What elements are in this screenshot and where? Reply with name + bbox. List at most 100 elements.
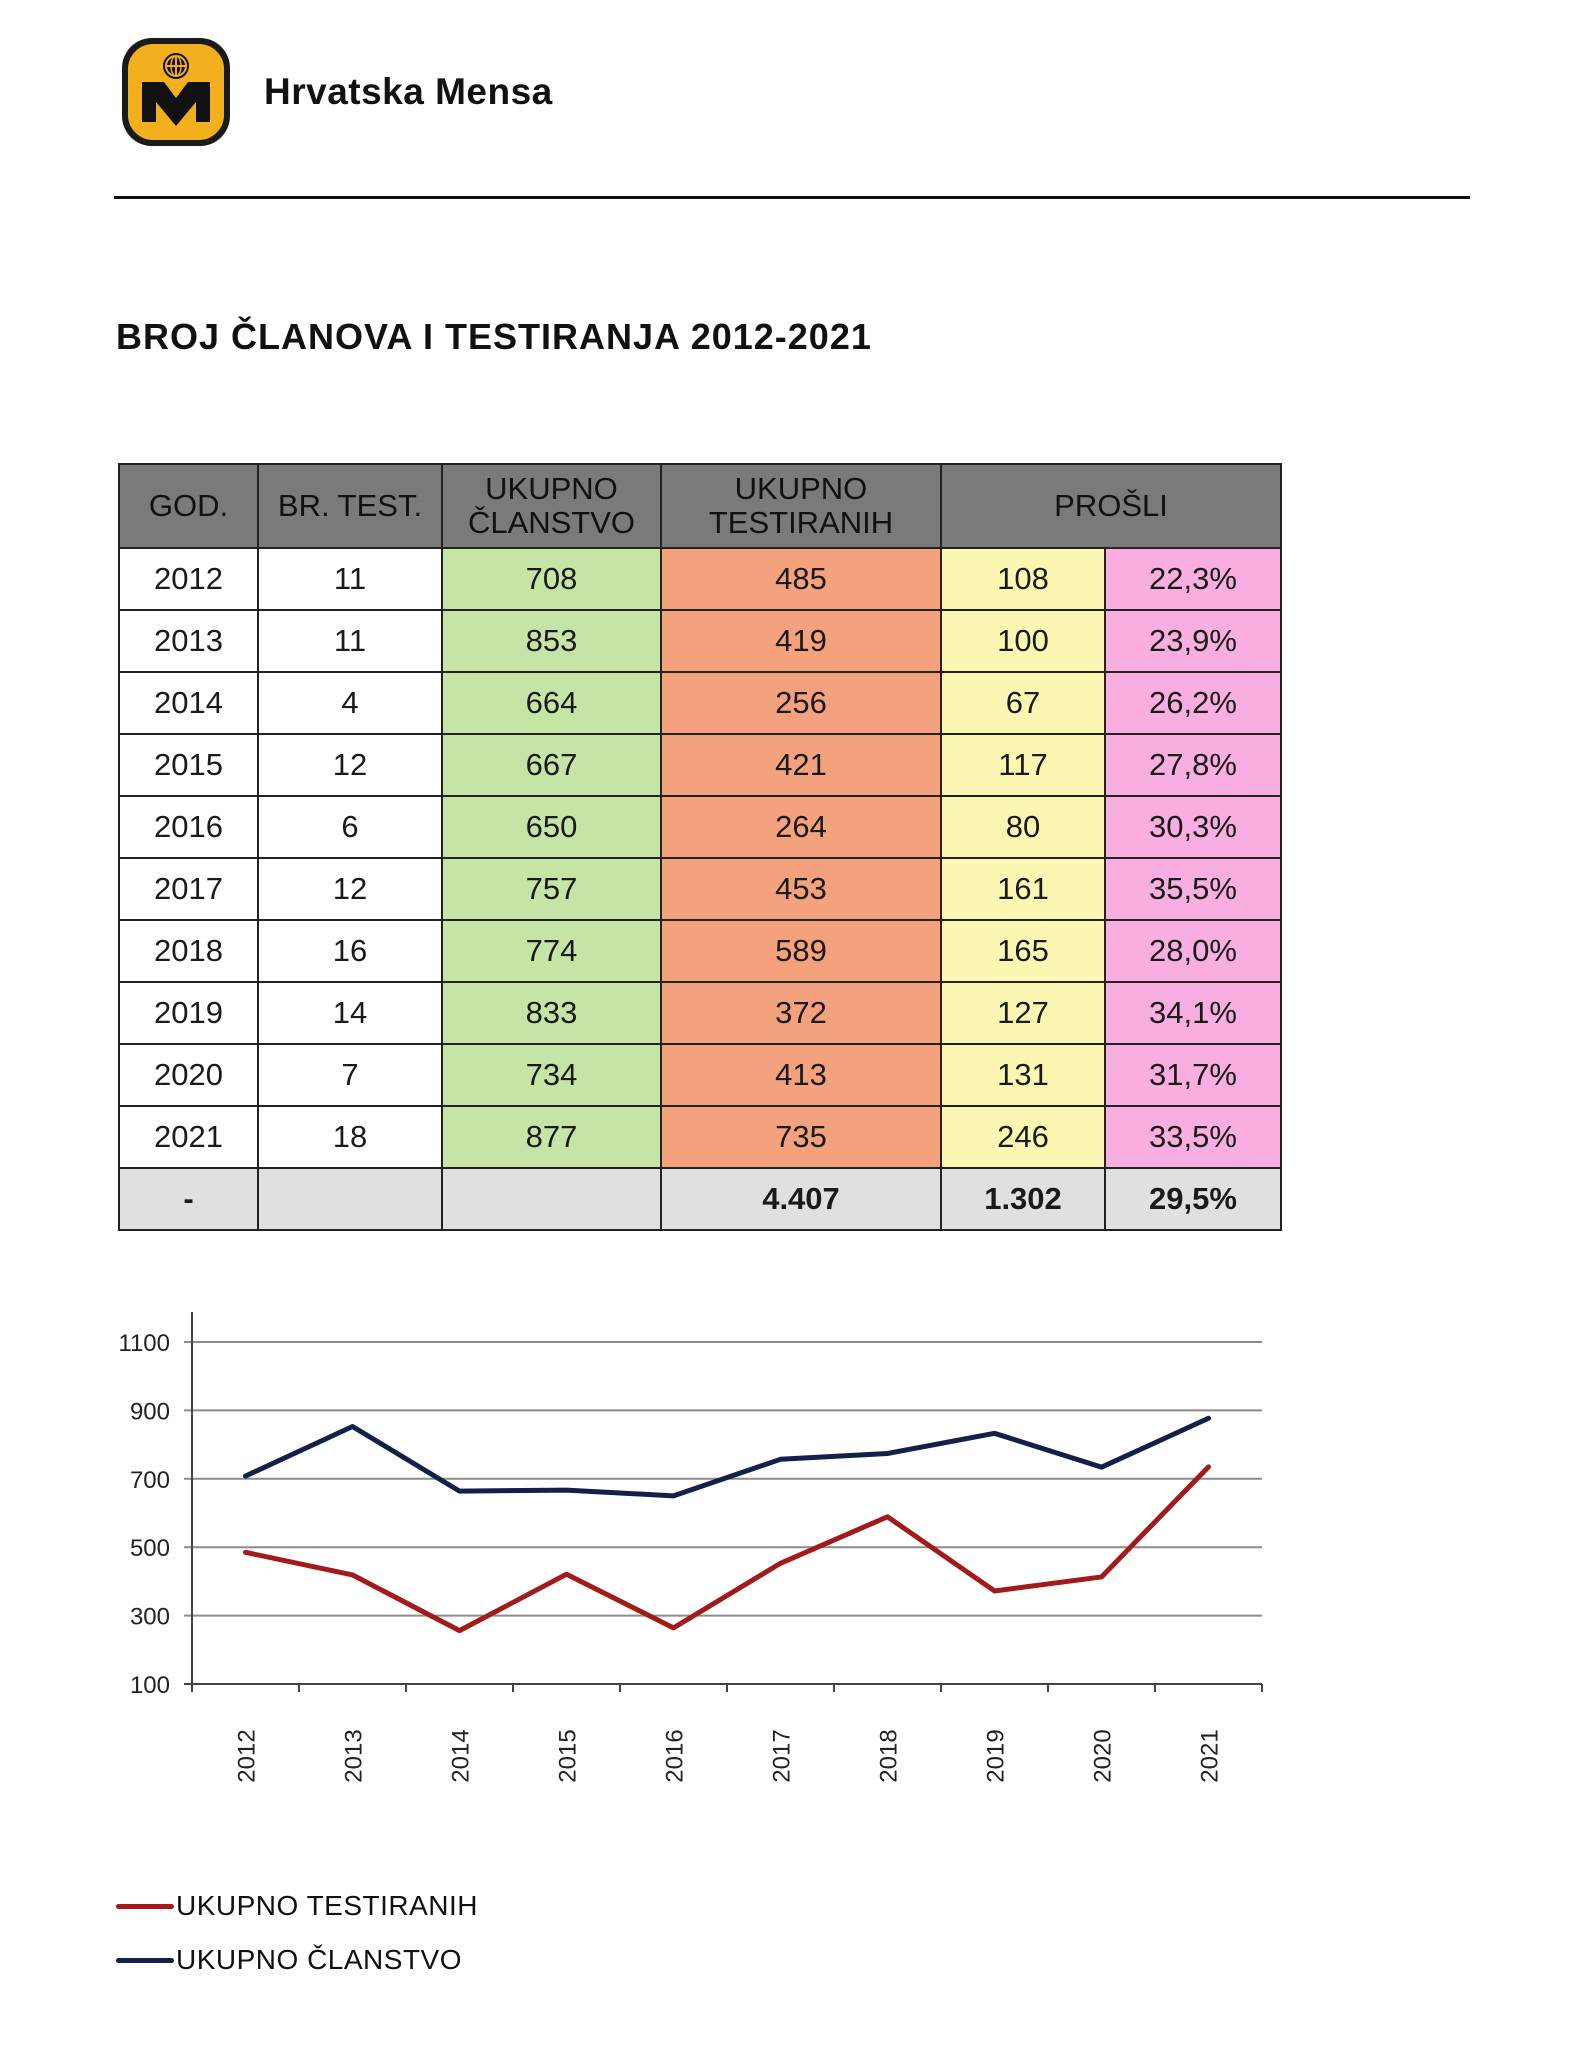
- x-tick-label: 2013: [341, 1729, 368, 1782]
- cell-tests: 7: [257, 1043, 443, 1107]
- x-tick-label: 2014: [448, 1729, 475, 1782]
- cell-tested: 372: [660, 981, 942, 1045]
- cell-members: 757: [441, 857, 662, 921]
- cell-passed: 108: [940, 547, 1106, 611]
- cell-tests: 16: [257, 919, 443, 983]
- cell-year: 2017: [118, 857, 259, 921]
- cell-passed: 1.302: [940, 1167, 1106, 1231]
- table-header-row: GOD. BR. TEST. UKUPNO ČLANSTVO UKUPNO TEST…: [118, 463, 1282, 549]
- x-tick-label: 2020: [1090, 1729, 1117, 1782]
- cell-passed: 131: [940, 1043, 1106, 1107]
- cell-pct: 34,1%: [1104, 981, 1282, 1045]
- cell-members: 667: [441, 733, 662, 797]
- header-year: GOD.: [118, 463, 259, 549]
- cell-tested: 485: [660, 547, 942, 611]
- cell-pct: 33,5%: [1104, 1105, 1282, 1169]
- cell-tested: 256: [660, 671, 942, 735]
- cell-members: 833: [441, 981, 662, 1045]
- cell-members: [441, 1167, 662, 1231]
- cell-passed: 165: [940, 919, 1106, 983]
- cell-members: 664: [441, 671, 662, 735]
- x-tick-label: 2018: [876, 1729, 903, 1782]
- x-tick-label: 2015: [555, 1729, 582, 1782]
- cell-passed: 100: [940, 609, 1106, 673]
- table-row: 2017 12 757 453 161 35,5%: [118, 857, 1282, 921]
- chart-legend: UKUPNO TESTIRANIH UKUPNO ČLANSTVO: [116, 1886, 478, 1980]
- legend-label-members: UKUPNO ČLANSTVO: [176, 1944, 462, 1975]
- header-tested: UKUPNO TESTIRANIH: [660, 463, 942, 549]
- header-members: UKUPNO ČLANSTVO: [441, 463, 662, 549]
- cell-year: 2019: [118, 981, 259, 1045]
- table-row: 2015 12 667 421 117 27,8%: [118, 733, 1282, 797]
- cell-members: 650: [441, 795, 662, 859]
- cell-tested: 413: [660, 1043, 942, 1107]
- cell-tests: 12: [257, 857, 443, 921]
- cell-year: 2018: [118, 919, 259, 983]
- cell-passed: 246: [940, 1105, 1106, 1169]
- cell-pct: 27,8%: [1104, 733, 1282, 797]
- stats-table: GOD. BR. TEST. UKUPNO ČLANSTVO UKUPNO TEST…: [118, 463, 1282, 1231]
- cell-members: 734: [441, 1043, 662, 1107]
- table-row: 2013 11 853 419 100 23,9%: [118, 609, 1282, 673]
- table-row: 2019 14 833 372 127 34,1%: [118, 981, 1282, 1045]
- table-row: 2016 6 650 264 80 30,3%: [118, 795, 1282, 859]
- legend-swatch-tested: [116, 1903, 174, 1909]
- cell-year: 2012: [118, 547, 259, 611]
- cell-tests: 12: [257, 733, 443, 797]
- cell-year: -: [118, 1167, 259, 1231]
- cell-year: 2014: [118, 671, 259, 735]
- cell-passed: 161: [940, 857, 1106, 921]
- cell-tested: 4.407: [660, 1167, 942, 1231]
- cell-members: 877: [441, 1105, 662, 1169]
- cell-tested: 264: [660, 795, 942, 859]
- x-tick-label: 2012: [234, 1729, 261, 1782]
- cell-year: 2020: [118, 1043, 259, 1107]
- legend-item-members: UKUPNO ČLANSTVO: [116, 1940, 478, 1980]
- header: Hrvatska Mensa: [120, 32, 553, 152]
- y-tick-label: 900: [130, 1398, 170, 1425]
- cell-year: 2016: [118, 795, 259, 859]
- x-tick-label: 2021: [1197, 1729, 1224, 1782]
- cell-tests: 11: [257, 609, 443, 673]
- cell-tested: 453: [660, 857, 942, 921]
- x-tick-label: 2019: [983, 1729, 1010, 1782]
- legend-item-tested: UKUPNO TESTIRANIH: [116, 1886, 478, 1926]
- cell-members: 853: [441, 609, 662, 673]
- cell-year: 2013: [118, 609, 259, 673]
- cell-passed: 117: [940, 733, 1106, 797]
- mensa-logo: [122, 38, 230, 146]
- header-passed: PROŠLI: [940, 463, 1282, 549]
- x-tick-label: 2017: [769, 1729, 796, 1782]
- y-tick-label: 500: [130, 1535, 170, 1562]
- table-row: 2018 16 774 589 165 28,0%: [118, 919, 1282, 983]
- cell-tested: 419: [660, 609, 942, 673]
- cell-tested: 421: [660, 733, 942, 797]
- cell-pct: 26,2%: [1104, 671, 1282, 735]
- header-divider: [114, 196, 1470, 199]
- cell-pct: 22,3%: [1104, 547, 1282, 611]
- legend-label-tested: UKUPNO TESTIRANIH: [176, 1890, 479, 1921]
- legend-swatch-members: [116, 1957, 174, 1963]
- cell-year: 2021: [118, 1105, 259, 1169]
- y-tick-label: 1100: [118, 1330, 170, 1357]
- cell-year: 2015: [118, 733, 259, 797]
- page-title: BROJ ČLANOVA I TESTIRANJA 2012-2021: [116, 316, 872, 357]
- series-line-0: [243, 1464, 1211, 1634]
- cell-tested: 589: [660, 919, 942, 983]
- cell-tests: 14: [257, 981, 443, 1045]
- cell-pct: 28,0%: [1104, 919, 1282, 983]
- cell-tests: 11: [257, 547, 443, 611]
- table-row: 2012 11 708 485 108 22,3%: [118, 547, 1282, 611]
- header-tests: BR. TEST.: [257, 463, 443, 549]
- y-tick-label: 300: [130, 1604, 170, 1631]
- x-tick-label: 2016: [662, 1729, 689, 1782]
- table-total-row: - 4.407 1.302 29,5%: [118, 1167, 1282, 1231]
- cell-passed: 80: [940, 795, 1106, 859]
- cell-tests: 6: [257, 795, 443, 859]
- cell-pct: 23,9%: [1104, 609, 1282, 673]
- table-body: 2012 11 708 485 108 22,3% 2013 11 853 419 100 23,9%…: [118, 547, 1282, 1231]
- cell-members: 708: [441, 547, 662, 611]
- y-tick-label: 700: [130, 1467, 170, 1494]
- cell-passed: 127: [940, 981, 1106, 1045]
- table-row: 2020 7 734 413 131 31,7%: [118, 1043, 1282, 1107]
